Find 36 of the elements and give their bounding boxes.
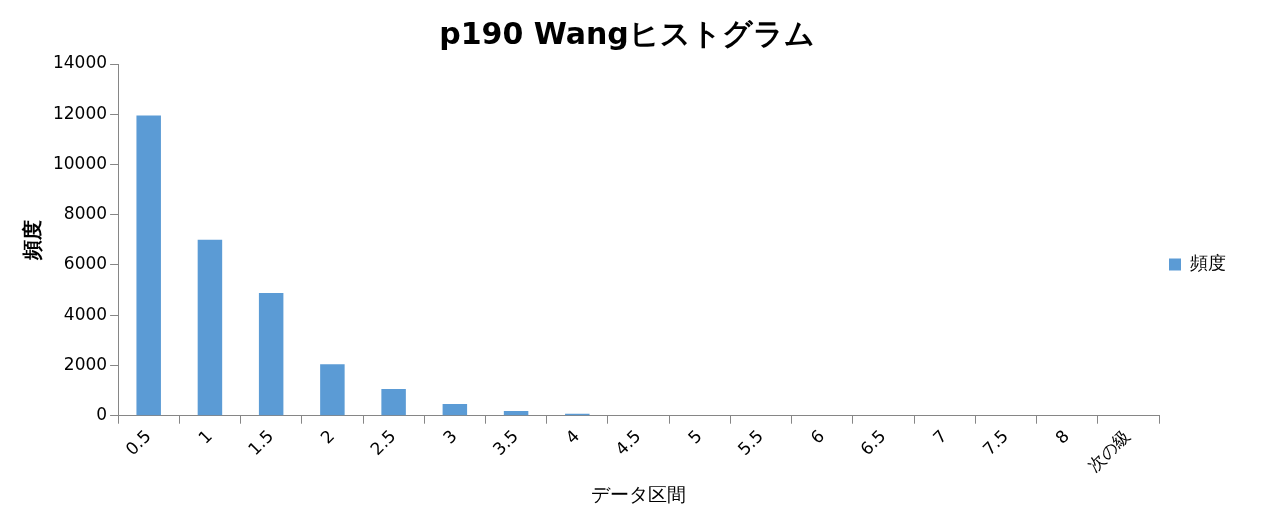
x-tick-label: 3.5 [488, 425, 523, 460]
x-tick-label: 7 [928, 425, 951, 448]
y-tick-label: 10000 [52, 152, 108, 173]
x-tick-label: 1.5 [243, 425, 278, 460]
x-tick-label: 2 [316, 425, 339, 448]
bar [136, 115, 161, 416]
bar [442, 403, 468, 416]
chart-title: p190 Wangヒストグラム [439, 15, 815, 51]
y-tick-label: 12000 [52, 102, 108, 123]
x-tick-label: 6 [806, 425, 829, 448]
x-tick-label: 4.5 [611, 425, 645, 460]
y-tick-label: 2000 [63, 353, 108, 374]
y-tick-label: 14000 [52, 52, 108, 73]
legend-label: 頻度 [1190, 252, 1226, 274]
x-tick-label: 6.5 [856, 425, 890, 460]
bar [503, 410, 529, 416]
x-tick-label: 8 [1051, 425, 1074, 448]
bar [258, 293, 284, 416]
bar [320, 364, 345, 416]
x-tick-label: 0.5 [121, 425, 155, 460]
x-tick-label: 5.5 [733, 425, 767, 460]
bar [381, 389, 406, 416]
x-axis-title: データ区間 [591, 482, 687, 505]
y-tick-label: 8000 [63, 203, 108, 224]
y-tick-label: 0 [96, 404, 108, 425]
x-tick-label: 1 [194, 425, 216, 448]
bar [197, 239, 223, 416]
x-tick-label: 5 [683, 425, 706, 448]
x-tick-label: 2.5 [366, 425, 400, 460]
y-tick-label: 6000 [63, 253, 108, 274]
x-tick-label: 4 [561, 425, 584, 448]
x-tick-label: 7.5 [978, 425, 1012, 460]
y-tick-label: 4000 [63, 303, 108, 324]
x-tick-label: 3 [439, 425, 461, 448]
x-tick-label: 次の級 [1084, 425, 1135, 476]
y-axis-title: 頻度 [20, 219, 45, 261]
